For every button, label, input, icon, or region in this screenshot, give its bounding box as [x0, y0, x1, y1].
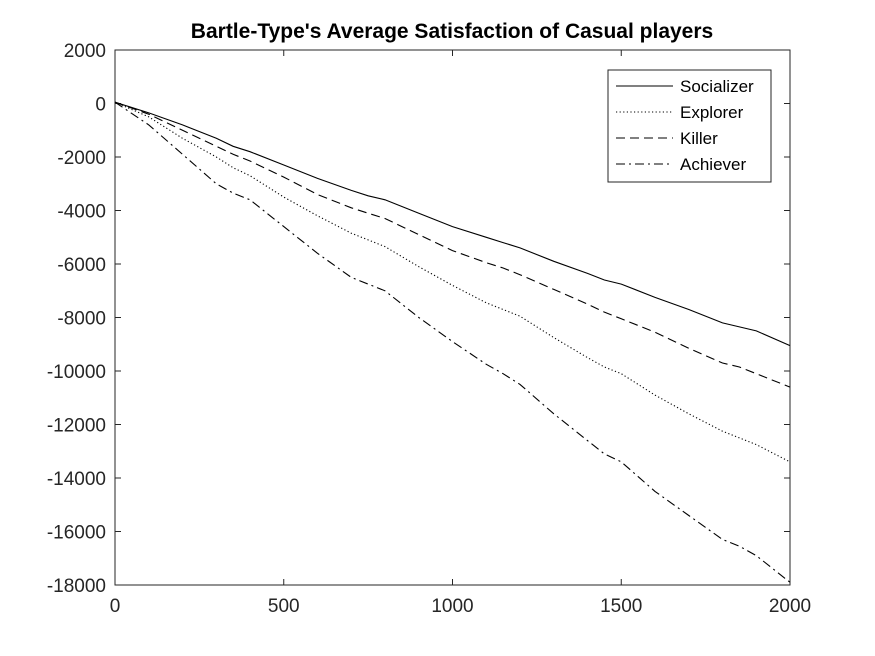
y-tick-label: -4000	[57, 202, 106, 223]
series-line-socializer	[114, 101, 791, 347]
legend: Socializer Explorer Killer Achiever	[607, 69, 772, 183]
x-tick-label: 1500	[600, 596, 642, 617]
x-tick-label: 0	[110, 596, 121, 617]
y-tick-label: -2000	[57, 148, 106, 169]
x-tick-label: 1000	[431, 596, 473, 617]
legend-label: Explorer	[680, 103, 744, 122]
legend-label: Socializer	[680, 77, 754, 96]
series-line-killer	[114, 101, 791, 388]
chart-title: Bartle-Type's Average Satisfaction of Ca…	[191, 20, 713, 43]
series-lines	[114, 101, 791, 583]
y-tick-label: 0	[95, 95, 106, 116]
y-tick-label: -14000	[47, 469, 106, 490]
y-tick-label: -6000	[57, 255, 106, 276]
x-tick-label: 500	[268, 596, 300, 617]
y-tick-label: -18000	[47, 576, 106, 597]
x-tick-label: 2000	[769, 596, 811, 617]
y-tick-label: -12000	[47, 416, 106, 437]
y-tick-label: -8000	[57, 309, 106, 330]
legend-label: Achiever	[680, 155, 746, 174]
y-tick-label: 2000	[64, 41, 106, 62]
legend-box	[607, 69, 772, 183]
legend-label: Killer	[680, 129, 718, 148]
series-line-achiever	[114, 101, 791, 583]
axis-ticks: 0 500 1000 1500 2000 2000 0 -2000 -4000 -6000 -800…	[47, 41, 811, 617]
series-line-explorer	[114, 101, 791, 463]
y-tick-label: -10000	[47, 362, 106, 383]
y-tick-label: -16000	[47, 523, 106, 544]
